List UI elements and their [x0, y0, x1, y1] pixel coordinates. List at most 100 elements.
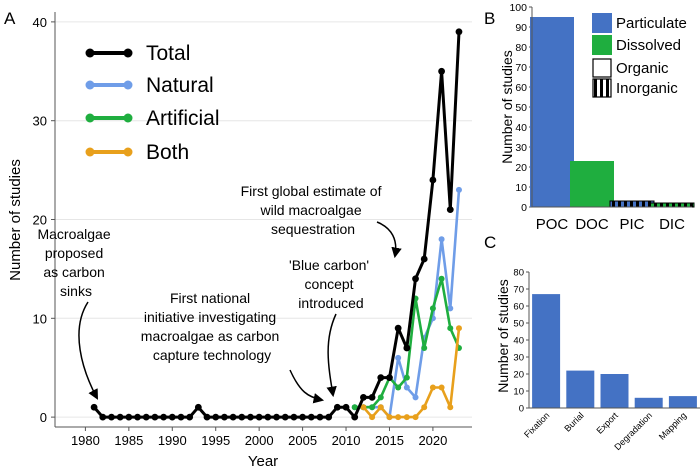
- data-point-total: [351, 413, 359, 421]
- data-point-artificial: [403, 374, 410, 381]
- data-point-natural: [455, 186, 462, 193]
- bar-doc: [570, 161, 614, 207]
- data-point-total: [229, 413, 237, 421]
- panel-label-b: B: [484, 9, 495, 28]
- data-point-total: [247, 413, 254, 421]
- panel-a-x-axis-label: Year: [248, 453, 278, 470]
- data-point-total: [160, 413, 167, 421]
- panel-a-y-tick-label: 30: [33, 114, 47, 129]
- panel-a-y-tick-label: 40: [33, 15, 47, 30]
- data-point-total: [203, 413, 211, 421]
- data-point-total: [221, 413, 228, 421]
- data-point-total: [264, 413, 272, 421]
- data-point-natural: [438, 236, 445, 243]
- panel-c-y-tick-label: 30: [513, 353, 524, 364]
- legend-label-artificial: Artificial: [146, 107, 220, 130]
- panel-a-series: [90, 28, 463, 421]
- panel-b-y-tick-label: 30: [515, 142, 527, 154]
- data-point-total: [412, 275, 419, 283]
- legend-label-inorganic: Inorganic: [616, 80, 678, 97]
- panel-c-y-tick-label: 60: [513, 302, 524, 313]
- data-point-artificial: [429, 305, 436, 312]
- data-point-both: [438, 384, 445, 391]
- annotation-arrow-2017: [376, 221, 402, 259]
- panel-c-x-tick-label: Export: [594, 410, 620, 436]
- panel-a-x-tick-label: 2015: [375, 433, 404, 448]
- legend-swatch-dissolved: [592, 35, 612, 55]
- panel-b-y-tick-label: 0: [521, 202, 527, 214]
- panel-b-y-tick-label: 90: [515, 22, 527, 34]
- data-point-natural: [403, 384, 410, 391]
- annotation-global-estimate: First global estimate of wild macroalgae…: [241, 183, 386, 237]
- data-point-both: [421, 404, 428, 411]
- panel-b-plot: 0 10 20 30 40 50 60 70 80 90 100 POC DOC PIC DIC: [509, 2, 695, 233]
- data-point-total: [446, 206, 454, 214]
- panel-a-x-tick-label: 2010: [332, 433, 361, 448]
- data-point-both: [429, 384, 436, 391]
- panel-label-c: C: [484, 233, 496, 252]
- data-point-total: [168, 413, 176, 421]
- panel-c-y-tick-label: 40: [513, 336, 524, 347]
- panel-c-y-tick-label: 80: [513, 268, 524, 279]
- panel-b-legend: Particulate Dissolved Organic Inorganic: [592, 13, 687, 98]
- panel-a-y-axis-label: Number of studies: [7, 159, 24, 281]
- data-point-total: [255, 413, 263, 421]
- bar-mapping: [668, 396, 697, 408]
- legend-item-total: Total: [85, 42, 190, 65]
- panel-b-x-tick-label: DOC: [575, 216, 609, 233]
- panel-c-y-tick-label: 20: [513, 370, 524, 381]
- data-point-natural: [447, 305, 454, 312]
- data-point-total: [333, 403, 341, 411]
- panel-b-x-tick-label: PIC: [619, 216, 644, 233]
- data-point-total: [394, 324, 402, 332]
- data-point-total: [90, 403, 98, 411]
- panel-b-y-tick-label: 60: [515, 82, 527, 94]
- bar-burial: [566, 370, 595, 408]
- panel-b-x-tick-label: DIC: [659, 216, 685, 233]
- data-point-total: [125, 413, 133, 421]
- data-point-both: [403, 414, 410, 421]
- panel-a-x-tick-label: 1990: [158, 433, 187, 448]
- legend-item-artificial: Artificial: [85, 107, 220, 130]
- data-point-artificial: [447, 325, 454, 332]
- panel-b-y-axis-label: Number of studies: [499, 50, 515, 164]
- panel-a: A 0 10 20 30 40 1980 1985 1990 1995 2000 2005 2010 2…: [4, 9, 472, 470]
- data-point-artificial: [421, 344, 428, 351]
- bar-stripes-dic: [649, 202, 695, 208]
- data-point-total: [438, 67, 445, 75]
- panel-a-x-tick-label: 1985: [114, 433, 143, 448]
- data-point-natural: [412, 394, 419, 401]
- legend-item-natural: Natural: [85, 74, 214, 97]
- legend-swatch-organic: [592, 58, 612, 78]
- panel-c-x-tick-label: Burial: [562, 410, 585, 433]
- bar-poc: [530, 17, 574, 207]
- data-point-both: [395, 414, 402, 421]
- panel-c-y-axis-label: Number of studies: [495, 279, 511, 393]
- panel-a-y-tick-label: 20: [33, 213, 47, 228]
- legend-swatch-inorganic: [592, 78, 612, 98]
- bar-export: [600, 374, 629, 408]
- panel-b-y-tick-label: 100: [509, 2, 527, 14]
- data-point-both: [377, 404, 384, 411]
- data-point-artificial: [377, 394, 384, 401]
- series-both: [360, 325, 462, 421]
- data-point-total: [325, 413, 333, 421]
- data-point-total: [108, 413, 115, 421]
- annotation-national-initiative: First national initiative investigating …: [141, 290, 283, 363]
- data-point-total: [273, 413, 280, 421]
- panel-a-x-tick-label: 2000: [245, 433, 274, 448]
- data-point-total: [212, 413, 220, 421]
- data-point-total: [420, 255, 428, 263]
- legend-label-dissolved: Dissolved: [616, 37, 681, 54]
- data-point-artificial: [395, 384, 402, 391]
- annotation-arrow-2008: [289, 369, 325, 404]
- data-point-total: [360, 393, 367, 401]
- bar-fixation: [532, 294, 561, 408]
- series-line-natural: [354, 189, 461, 419]
- panel-c-y-tick-label: 70: [513, 285, 524, 296]
- panel-b-y-tick-label: 20: [515, 162, 527, 174]
- panel-c: C Number of studies 0 10 20 30 40 50 60 70 80 Fix…: [484, 233, 700, 452]
- legend-label-particulate: Particulate: [616, 15, 687, 32]
- data-point-total: [116, 413, 124, 421]
